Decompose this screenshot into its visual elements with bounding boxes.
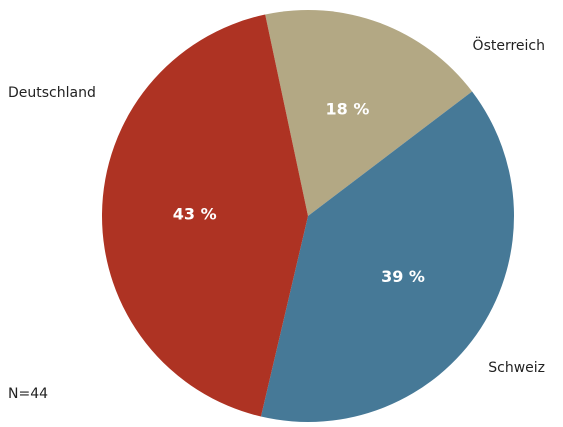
percentage-labels: 18 % 39 % 43 % [173, 99, 425, 286]
value-label-deutschland: 43 % [173, 204, 217, 223]
pie-slice-sterreich [265, 10, 473, 217]
category-label-sterreich: Österreich [473, 36, 545, 54]
pie-slice-deutschland [102, 14, 308, 417]
pie-slice-schweiz [260, 91, 514, 423]
category-labels: Österreich Schweiz Deutschland [8, 36, 545, 376]
value-label-sterreich: 18 % [326, 99, 370, 118]
category-label-schweiz: Schweiz [488, 360, 545, 376]
category-label-deutschland: Deutschland [8, 85, 96, 101]
pie-slices [102, 10, 514, 423]
value-label-schweiz: 39 % [381, 267, 425, 286]
sample-size-note: N=44 [8, 386, 49, 402]
